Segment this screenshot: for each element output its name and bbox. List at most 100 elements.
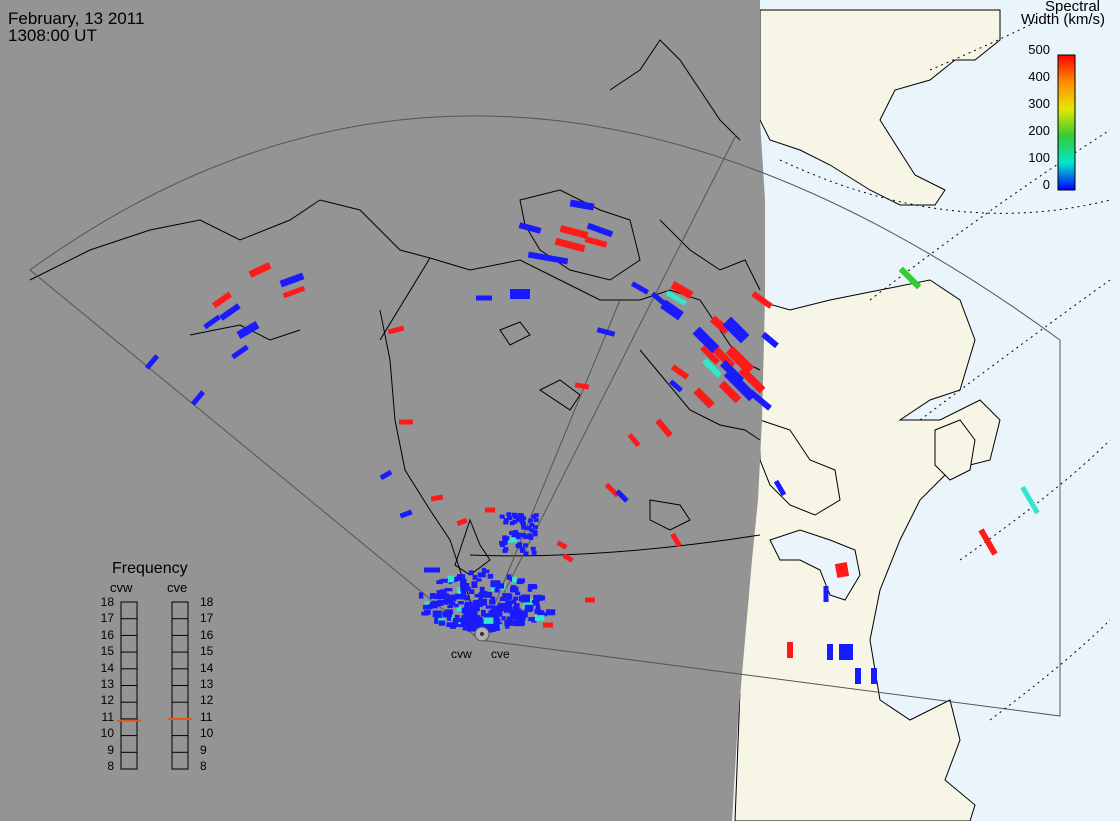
- echo-bar: [463, 611, 470, 618]
- echo-bar: [231, 344, 249, 360]
- echo-bar: [456, 517, 468, 527]
- echo-bar: [531, 514, 537, 519]
- echo-bar: [144, 354, 160, 370]
- echo-bar: [515, 535, 521, 540]
- echo-bar: [450, 622, 456, 629]
- echo-bar: [519, 548, 525, 553]
- echo-bar: [534, 608, 541, 614]
- echo-bar: [546, 609, 556, 616]
- echo-bar: [439, 589, 445, 594]
- echo-bar: [507, 537, 517, 543]
- echo-bar: [518, 222, 542, 234]
- echo-bar: [424, 601, 434, 606]
- latitude-circles: [779, 19, 1111, 721]
- frequency-tick-cvw: 18: [100, 595, 114, 609]
- echo-bar: [517, 578, 525, 583]
- echo-bar: [429, 593, 436, 599]
- echo-bar: [723, 368, 757, 402]
- echo-bar: [422, 604, 433, 610]
- echo-bar: [517, 532, 523, 537]
- echo-bar: [554, 237, 586, 253]
- echo-bar: [455, 624, 465, 628]
- echo-bar: [533, 594, 543, 601]
- echo-bar: [190, 390, 206, 406]
- echo-bar: [523, 551, 529, 556]
- echo-bar: [748, 389, 772, 411]
- echo-bar: [505, 600, 513, 606]
- frequency-tick-cve: 10: [200, 726, 214, 741]
- echo-bar: [503, 520, 509, 525]
- echo-bar: [418, 592, 424, 599]
- frequency-tick-cve: 11: [200, 709, 213, 724]
- echo-bar: [543, 622, 553, 628]
- frequency-tick-cve: 15: [200, 644, 214, 659]
- echo-bar: [569, 199, 595, 211]
- echo-bar: [511, 599, 517, 604]
- echo-bar: [503, 517, 509, 522]
- echo-bar: [898, 266, 922, 290]
- echo-bar: [496, 583, 505, 589]
- echo-bar: [482, 591, 493, 598]
- echo-bar: [712, 346, 736, 370]
- echo-bar: [441, 593, 450, 598]
- echo-bar: [574, 382, 590, 390]
- echo-bar: [535, 604, 541, 610]
- echo-bar: [537, 612, 547, 617]
- echo-bar: [474, 594, 483, 598]
- echo-bar: [468, 618, 474, 626]
- echo-bar: [509, 530, 515, 535]
- colorbar-tick: 100: [1028, 150, 1050, 165]
- frequency-tick-cve: 13: [200, 677, 214, 691]
- colorbar: [1057, 54, 1076, 191]
- echo-bar: [528, 617, 534, 622]
- echo-bar: [531, 616, 537, 623]
- echo-bar: [446, 594, 452, 602]
- echo-bar: [490, 588, 498, 592]
- colorbar-title-line1: Spectral: [1044, 0, 1100, 15]
- echo-bar: [456, 574, 466, 581]
- echo-bar: [506, 616, 513, 621]
- echo-bar: [527, 251, 569, 265]
- echo-bar: [513, 596, 519, 601]
- frequency-tick-cve: 12: [200, 693, 214, 708]
- echo-bar: [477, 572, 486, 578]
- echo-bar: [462, 625, 469, 631]
- radar-label-cvw: cvw: [451, 647, 472, 661]
- echo-bar: [489, 609, 499, 616]
- echo-bar: [529, 522, 535, 527]
- echo-bar: [502, 593, 511, 598]
- echo-bar: [871, 668, 877, 684]
- echo-bar: [604, 482, 620, 498]
- colorbar-tick: 500: [1028, 42, 1050, 57]
- echo-bar: [451, 594, 459, 600]
- echo-bar: [482, 590, 488, 596]
- echo-bar: [556, 540, 568, 550]
- frequency-tick-cve: 16: [200, 627, 214, 642]
- echo-bar: [492, 605, 500, 611]
- echo-bar: [438, 620, 446, 626]
- echo-bar: [490, 621, 497, 626]
- echo-bar: [834, 562, 850, 578]
- echo-bar: [444, 587, 453, 592]
- frequency-tick-cve: 8: [200, 759, 207, 773]
- echo-bar: [670, 281, 694, 299]
- echo-bar: [722, 316, 750, 344]
- colorbar-tick: 0: [1042, 177, 1050, 192]
- echo-bar: [479, 586, 485, 594]
- echo-bar: [670, 532, 682, 548]
- echo-bar: [584, 236, 608, 248]
- echo-bar: [481, 609, 486, 617]
- echo-bar: [516, 580, 524, 585]
- echo-bar: [517, 515, 523, 520]
- echo-bar: [529, 528, 535, 533]
- echo-bar: [484, 624, 493, 630]
- echo-bar: [445, 609, 451, 614]
- echo-bar: [452, 618, 460, 624]
- echo-bar: [537, 610, 545, 614]
- echo-bar: [521, 516, 527, 521]
- echo-bar: [630, 281, 650, 295]
- echo-bar: [471, 581, 478, 588]
- echo-bar: [502, 541, 508, 546]
- echo-bar: [236, 321, 260, 339]
- echo-bar: [670, 364, 690, 380]
